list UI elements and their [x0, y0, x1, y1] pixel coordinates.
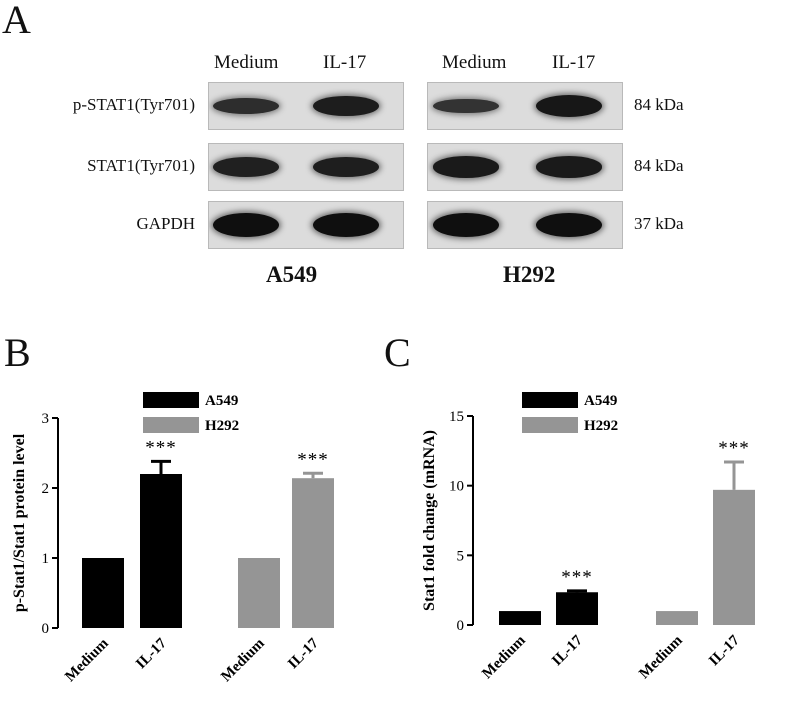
protein-band	[313, 156, 379, 178]
protein-band	[433, 98, 499, 114]
cell-line-label: H292	[503, 262, 556, 287]
bar	[140, 474, 182, 628]
blot-strip	[208, 82, 404, 130]
y-tick-label: 10	[449, 479, 464, 495]
legend-swatch	[522, 417, 578, 433]
x-tick-label: IL-17	[133, 635, 170, 672]
blot-strip	[427, 201, 623, 249]
kda-label: 84 kDa	[634, 156, 684, 175]
bar	[656, 611, 698, 625]
y-tick-label: 1	[42, 551, 50, 567]
protein-band	[213, 97, 279, 115]
x-tick-label: Medium	[218, 635, 268, 685]
lane-header: IL-17	[552, 52, 596, 73]
cell-line-label: A549	[266, 262, 318, 287]
x-tick-label: IL-17	[706, 632, 743, 669]
lane-header: Medium	[214, 52, 279, 73]
x-tick-label: Medium	[62, 635, 112, 685]
blot-row-label: GAPDH	[136, 214, 195, 233]
significance-marker: ***	[145, 437, 177, 458]
y-tick-label: 2	[42, 481, 50, 497]
protein-band	[536, 95, 602, 117]
x-tick-label: Medium	[479, 632, 529, 682]
significance-marker: ***	[297, 449, 329, 470]
x-tick-label: IL-17	[549, 632, 586, 669]
y-tick-label: 0	[457, 618, 465, 634]
significance-marker: ***	[561, 567, 593, 588]
panel-letter-b: B	[4, 330, 31, 375]
kda-label: 37 kDa	[634, 214, 684, 233]
panel-letter-a: A	[2, 0, 31, 42]
protein-band	[313, 213, 379, 237]
protein-band	[433, 213, 499, 237]
legend-label: H292	[584, 418, 618, 434]
lane-header: Medium	[442, 52, 507, 73]
legend-label: H292	[205, 418, 239, 434]
legend-label: A549	[584, 393, 617, 409]
bar	[238, 558, 280, 628]
blot-strip	[427, 143, 623, 191]
y-axis-label: p-Stat1/Stat1 protein level	[11, 433, 28, 612]
significance-marker: ***	[718, 438, 750, 459]
y-tick-label: 15	[449, 409, 464, 425]
blot-strip	[427, 82, 623, 130]
lane-header: IL-17	[323, 52, 367, 73]
y-axis-label: Stat1 fold change (mRNA)	[421, 430, 438, 611]
blot-row-label: p-STAT1(Tyr701)	[72, 95, 195, 114]
y-tick-label: 5	[457, 548, 465, 564]
protein-band	[536, 213, 602, 237]
bar	[82, 558, 124, 628]
blot-row-label: STAT1(Tyr701)	[87, 156, 195, 175]
legend-swatch	[143, 417, 199, 433]
chart-b: 0 1 2 3 p-Stat1/Stat1 protein level Medium ***…	[11, 392, 334, 685]
bar	[292, 478, 334, 628]
protein-band	[213, 213, 279, 237]
chart-c: 0 5 10 15 Stat1 fold change (mRNA) Medium *** I…	[421, 392, 755, 682]
legend-label: A549	[205, 393, 238, 409]
kda-label: 84 kDa	[634, 95, 684, 114]
blot-strip	[208, 143, 404, 191]
legend-swatch	[143, 392, 199, 408]
panel-letter-c: C	[384, 330, 411, 375]
protein-band	[213, 157, 279, 177]
blot-strip	[208, 201, 404, 249]
bar	[713, 489, 755, 625]
bar	[556, 592, 598, 625]
x-tick-label: Medium	[636, 632, 686, 682]
y-tick-label: 0	[42, 621, 50, 637]
bar	[499, 611, 541, 625]
protein-band	[313, 95, 379, 117]
y-tick-label: 3	[42, 411, 50, 427]
x-tick-label: IL-17	[285, 635, 322, 672]
protein-band	[536, 156, 602, 178]
protein-band	[433, 156, 499, 178]
legend-swatch	[522, 392, 578, 408]
